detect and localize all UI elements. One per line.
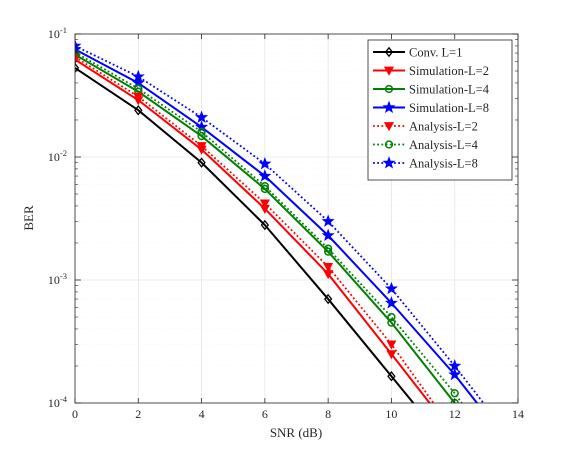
- y-tick-label: 10-1: [48, 25, 67, 41]
- x-axis-label: SNR (dB): [270, 425, 322, 440]
- legend-label: Conv. L=1: [409, 46, 462, 60]
- data-point: [197, 157, 206, 168]
- series-analysis-l-8: [75, 39, 485, 403]
- x-tick-label: 8: [325, 407, 331, 421]
- data-point: [197, 127, 206, 137]
- x-tick-label: 6: [262, 407, 268, 421]
- data-point: [386, 340, 397, 350]
- data-point: [133, 92, 144, 102]
- x-tick-label: 0: [72, 407, 78, 421]
- y-tick-label: 10-2: [48, 148, 67, 164]
- series-simulation-l-8: [75, 42, 479, 403]
- data-point: [387, 318, 396, 327]
- data-point: [134, 84, 143, 93]
- data-point: [323, 293, 333, 305]
- data-point: [258, 169, 272, 182]
- series-conv-l-1: [75, 62, 415, 403]
- data-point: [197, 131, 206, 141]
- series-line: [75, 51, 463, 403]
- plot-frame: [74, 33, 519, 404]
- data-point: [321, 214, 335, 227]
- data-point: [196, 142, 207, 152]
- data-point: [75, 62, 80, 74]
- legend-label: Simulation-L=4: [409, 83, 490, 97]
- data-point: [387, 371, 396, 382]
- x-tick-label: 10: [385, 407, 397, 421]
- x-tick-labels: 0 2 4 6 8 10 12 14: [72, 407, 524, 421]
- legend-label: Analysis-L=4: [409, 138, 479, 152]
- data-point: [258, 156, 272, 170]
- data-point: [450, 389, 459, 398]
- legend-marker: [382, 100, 396, 114]
- data-point: [323, 262, 334, 273]
- data-point: [323, 247, 333, 256]
- data-point: [195, 120, 209, 133]
- data-point: [384, 296, 398, 309]
- data-point: [323, 244, 333, 253]
- data-point: [321, 228, 335, 242]
- x-tick-label: 2: [135, 407, 141, 421]
- legend: Conv. L=1 Simulation-L=2 Simulation-L=4 Sim…: [367, 39, 513, 181]
- data-point: [259, 199, 270, 209]
- y-tick-label: 10-3: [48, 271, 67, 287]
- legend-label: Simulation-L=8: [409, 101, 489, 115]
- data-point: [260, 181, 270, 191]
- x-tick-label: 12: [449, 407, 461, 421]
- data-point: [75, 48, 80, 57]
- y-tick-label: 10-4: [48, 394, 68, 410]
- data-point: [195, 110, 209, 123]
- data-point: [134, 104, 143, 116]
- legend-label: Simulation-L=2: [409, 64, 489, 78]
- data-point: [384, 281, 398, 295]
- series-line: [75, 53, 456, 403]
- series-line: [75, 48, 479, 403]
- y-axis-label: BER: [21, 205, 36, 231]
- legend-marker: [384, 140, 394, 149]
- legend-marker: [384, 84, 394, 94]
- series-layer: [75, 39, 485, 403]
- y-tick-labels: 10-4 10-3 10-2 10-1: [48, 25, 68, 410]
- legend-label: Analysis-L=8: [409, 157, 478, 171]
- legend-marker: [382, 156, 396, 169]
- data-point: [448, 359, 462, 372]
- data-point: [387, 312, 396, 322]
- legend-marker: [384, 46, 394, 58]
- data-point: [260, 219, 270, 231]
- data-point: [386, 350, 397, 360]
- legend-marker: [383, 66, 395, 76]
- legend-marker: [383, 122, 395, 132]
- series-line: [75, 67, 415, 403]
- series-analysis-l-4: [75, 48, 463, 403]
- data-point: [131, 69, 145, 83]
- x-tick-label: 14: [512, 407, 524, 421]
- legend-label: Analysis-L=2: [409, 120, 478, 134]
- x-tick-label: 4: [199, 407, 205, 421]
- axis-ticks: [74, 33, 519, 404]
- data-point: [75, 39, 82, 52]
